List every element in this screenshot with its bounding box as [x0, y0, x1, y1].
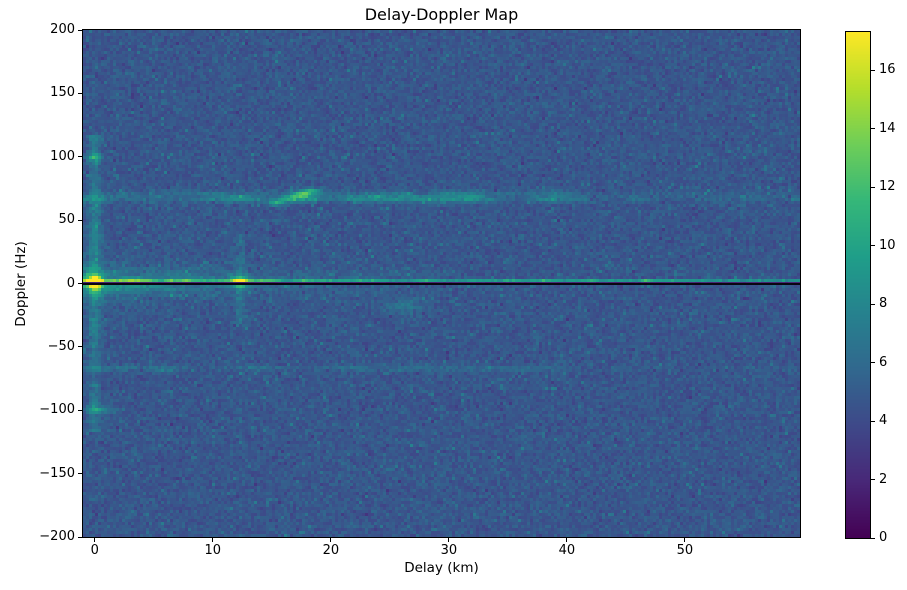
y-tick-label: 50: [58, 212, 75, 228]
x-tick-label: 20: [322, 543, 340, 558]
tick-mark: [871, 362, 875, 363]
tick-mark: [212, 538, 214, 542]
colorbar-gradient: [846, 32, 870, 538]
colorbar-tick-label: 14: [879, 120, 896, 136]
y-tick-label: −150: [39, 465, 75, 481]
x-axis-label: Delay (km): [404, 560, 479, 576]
tick-mark: [78, 473, 82, 475]
y-tick-label: 150: [50, 85, 75, 101]
colorbar-tick-label: 8: [879, 296, 888, 311]
tick-mark: [448, 538, 450, 542]
tick-mark: [78, 92, 82, 94]
colorbar: [845, 31, 871, 539]
x-tick-label: 10: [204, 543, 222, 558]
tick-mark: [78, 409, 82, 411]
tick-mark: [78, 346, 82, 348]
zero-doppler-axhline: [83, 282, 800, 285]
x-tick-label: 50: [676, 543, 694, 558]
tick-mark: [871, 420, 875, 422]
y-tick-label: −100: [39, 402, 75, 418]
tick-mark: [78, 219, 82, 221]
tick-mark: [684, 538, 686, 542]
tick-mark: [78, 29, 82, 31]
colorbar-tick-label: 0: [879, 530, 888, 545]
colorbar-tick-label: 6: [879, 354, 888, 370]
tick-mark: [871, 245, 875, 246]
x-tick-label: 40: [558, 543, 576, 558]
tick-mark: [871, 69, 875, 71]
x-tick-label: 30: [440, 543, 458, 558]
colorbar-tick-label: 10: [879, 237, 896, 253]
tick-mark: [94, 538, 96, 542]
tick-mark: [871, 128, 875, 130]
tick-mark: [871, 537, 875, 539]
tick-mark: [78, 536, 82, 538]
tick-mark: [78, 283, 82, 284]
y-tick-label: 200: [50, 22, 75, 37]
colorbar-tick-label: 16: [879, 62, 896, 78]
colorbar-tick-label: 4: [879, 413, 888, 428]
colorbar-tick-label: 2: [879, 471, 888, 487]
tick-mark: [330, 538, 332, 542]
y-tick-label: 0: [66, 275, 75, 291]
y-tick-label: −200: [39, 529, 75, 544]
x-tick-label: 0: [90, 543, 99, 558]
tick-mark: [871, 303, 875, 305]
colorbar-tick-label: 12: [879, 179, 896, 195]
y-tick-label: −50: [47, 338, 75, 354]
chart-title: Delay-Doppler Map: [364, 5, 519, 24]
tick-mark: [566, 538, 568, 542]
tick-mark: [78, 156, 82, 158]
tick-mark: [871, 479, 875, 480]
y-axis-label: Doppler (Hz): [13, 241, 29, 327]
y-tick-label: 100: [50, 148, 75, 164]
tick-mark: [871, 186, 875, 188]
